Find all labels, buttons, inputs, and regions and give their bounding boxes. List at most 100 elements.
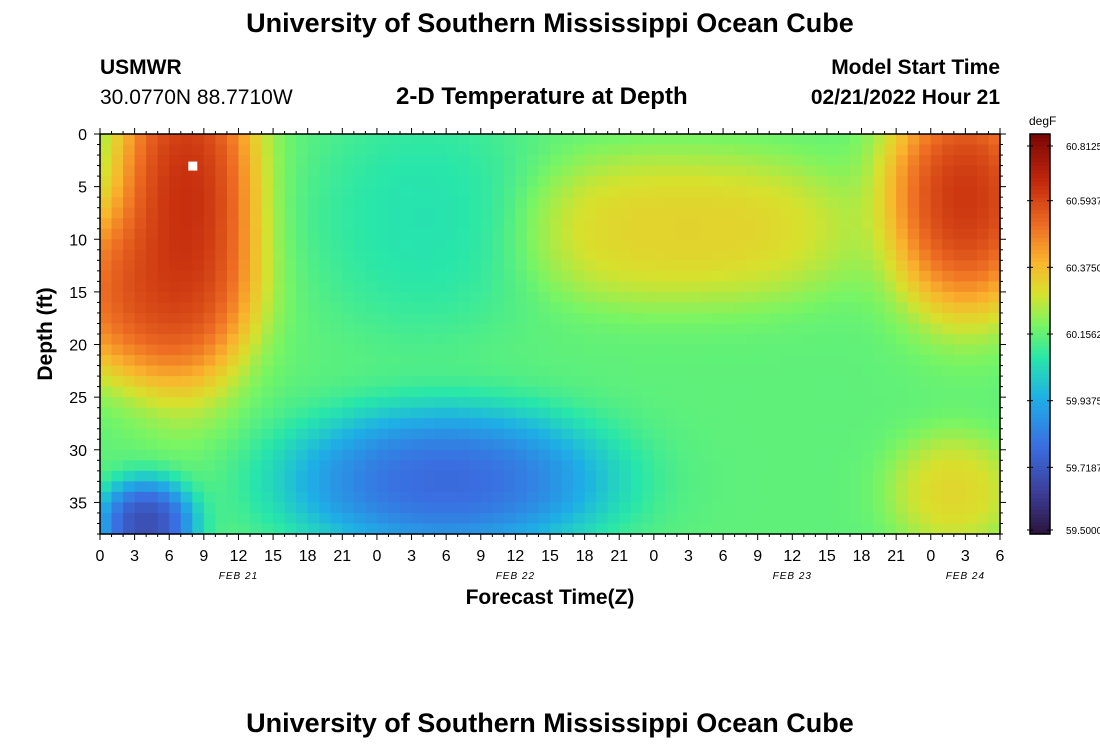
heatmap-cell xyxy=(619,491,632,504)
heatmap-cell xyxy=(434,197,447,209)
heatmap-cell xyxy=(734,407,747,419)
colorbar-segment xyxy=(1030,302,1050,307)
heatmap-cell xyxy=(123,344,136,356)
colorbar-segment xyxy=(1030,290,1050,295)
heatmap-cell xyxy=(861,239,874,251)
heatmap-cell xyxy=(757,186,770,198)
heatmap-cell xyxy=(273,397,286,409)
heatmap-cell xyxy=(515,460,528,472)
heatmap-cell xyxy=(734,176,747,188)
heatmap-cell xyxy=(746,386,759,398)
colorbar-segment xyxy=(1030,186,1050,191)
heatmap-cell xyxy=(596,481,609,493)
heatmap-cell xyxy=(896,355,909,367)
heatmap-cell xyxy=(561,270,574,282)
heatmap-cell xyxy=(861,512,874,525)
heatmap-cell xyxy=(296,270,309,282)
heatmap-cell xyxy=(584,439,597,451)
heatmap-cell xyxy=(492,365,505,377)
heatmap-cell xyxy=(792,365,805,377)
heatmap-cell xyxy=(538,270,551,282)
heatmap-cell xyxy=(238,281,251,293)
heatmap-cell xyxy=(769,176,782,188)
heatmap-cell xyxy=(815,512,828,525)
heatmap-cell xyxy=(665,470,678,482)
heatmap-cell xyxy=(780,491,793,504)
heatmap-cell xyxy=(734,186,747,198)
heatmap-cell xyxy=(111,323,124,335)
heatmap-cell xyxy=(180,312,193,325)
heatmap-cell xyxy=(284,176,297,188)
heatmap-cell xyxy=(296,291,309,304)
heatmap-cell xyxy=(157,239,170,251)
heatmap-cell xyxy=(434,502,447,514)
heatmap-cell xyxy=(238,344,251,356)
heatmap-cell xyxy=(388,249,401,261)
heatmap-cell xyxy=(492,460,505,472)
heatmap-cell xyxy=(619,312,632,325)
heatmap-cell xyxy=(803,334,816,346)
heatmap-cell xyxy=(503,502,516,514)
heatmap-cell xyxy=(919,281,932,293)
heatmap-cell xyxy=(896,397,909,409)
heatmap-cell xyxy=(907,376,920,388)
heatmap-cell xyxy=(826,523,840,535)
heatmap-cell xyxy=(388,218,401,230)
heatmap-cell xyxy=(319,270,332,282)
heatmap-cell xyxy=(169,260,182,272)
heatmap-cell xyxy=(896,407,909,419)
heatmap-cell xyxy=(503,165,516,177)
heatmap-cell xyxy=(838,218,851,230)
heatmap-cell xyxy=(700,334,713,346)
heatmap-cell xyxy=(330,386,343,398)
heatmap-cell xyxy=(976,312,990,325)
heatmap-cell xyxy=(769,386,782,398)
heatmap-cell xyxy=(273,407,286,419)
heatmap-cell xyxy=(434,428,447,440)
heatmap-cell xyxy=(123,239,136,251)
heatmap-cell xyxy=(550,502,563,514)
heatmap-cell xyxy=(850,186,863,198)
heatmap-cell xyxy=(238,249,251,261)
heatmap-cell xyxy=(942,239,955,251)
heatmap-cell xyxy=(861,228,874,240)
heatmap-cell xyxy=(642,260,655,272)
heatmap-cell xyxy=(723,439,736,451)
heatmap-cell xyxy=(503,491,516,504)
heatmap-cell xyxy=(411,460,424,472)
heatmap-cell xyxy=(353,207,366,219)
heatmap-cell xyxy=(850,270,863,282)
heatmap-cell xyxy=(400,281,413,293)
heatmap-cell xyxy=(411,260,424,272)
heatmap-cell xyxy=(919,260,932,272)
heatmap-cell xyxy=(769,302,782,314)
heatmap-cell xyxy=(215,323,228,335)
heatmap-cell xyxy=(630,218,643,230)
heatmap-cell xyxy=(238,323,251,335)
heatmap-cell xyxy=(907,312,920,325)
heatmap-cell xyxy=(723,323,736,335)
heatmap-cell xyxy=(850,334,863,346)
heatmap-cell xyxy=(942,334,955,346)
heatmap-cell xyxy=(284,323,297,335)
colorbar-segment xyxy=(1030,446,1050,451)
heatmap-cell xyxy=(100,428,113,440)
heatmap-cell xyxy=(965,397,978,409)
heatmap-cell xyxy=(838,334,851,346)
heatmap-cell xyxy=(734,470,747,482)
heatmap-cell xyxy=(515,376,528,388)
heatmap-cell xyxy=(953,323,966,335)
heatmap-cell xyxy=(884,270,897,282)
heatmap-cell xyxy=(988,470,1001,482)
heatmap-cell xyxy=(780,365,793,377)
heatmap-cell xyxy=(538,449,551,461)
heatmap-cell xyxy=(503,207,516,219)
heatmap-cell xyxy=(850,428,863,440)
heatmap-cell xyxy=(988,512,1001,525)
heatmap-cell xyxy=(284,302,297,314)
heatmap-cell xyxy=(584,197,597,209)
heatmap-cell xyxy=(907,428,920,440)
heatmap-cell xyxy=(203,460,216,472)
heatmap-cell xyxy=(873,428,886,440)
heatmap-cell xyxy=(676,481,690,493)
